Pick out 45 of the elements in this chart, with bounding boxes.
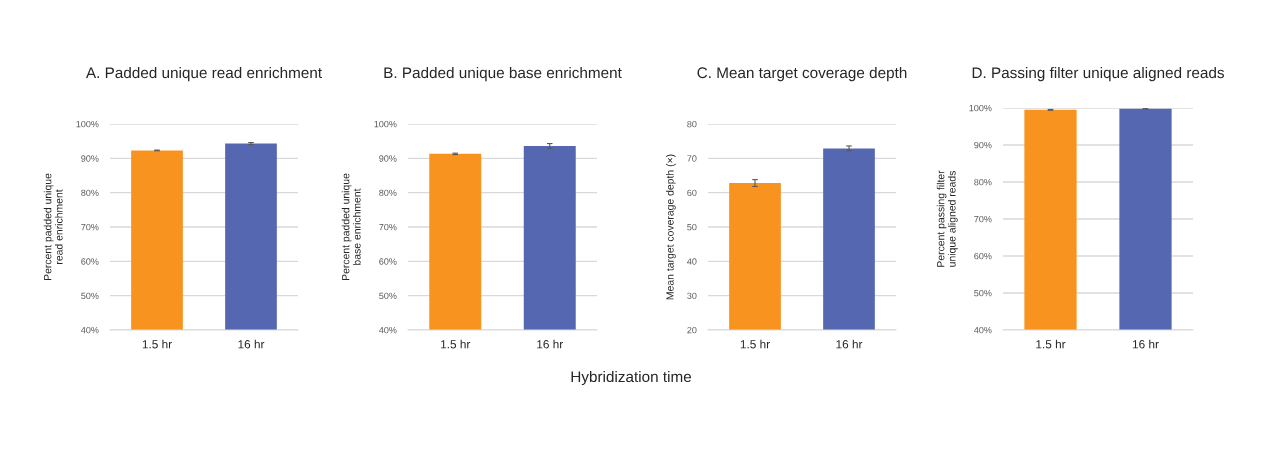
x-axis-title: Hybridization time (571, 370, 692, 386)
y-axis-title: Mean target coverage depth (×) (666, 154, 676, 300)
y-tick-label: 50% (81, 292, 99, 300)
y-tick-label: 40% (379, 326, 397, 334)
x-tick-label: 1.5 hr (1036, 339, 1066, 349)
chart-title: C. Mean target coverage depth (697, 66, 907, 82)
y-tick-label: 40% (974, 326, 992, 334)
x-tick-label: 16 hr (1132, 339, 1159, 349)
x-tick-label: 1.5 hr (441, 339, 471, 349)
y-axis-title: Percent passing filter unique aligned reads (936, 170, 958, 267)
y-axis-title: Percent padded unique base enrichment (341, 173, 361, 280)
y-tick-label: 40 (687, 258, 697, 265)
y-tick-label: 100% (76, 120, 99, 128)
y-tick-label: 100% (969, 104, 992, 112)
x-tick-label: 16 hr (537, 339, 564, 349)
x-tick-label: 16 hr (836, 339, 863, 349)
x-tick-label: 16 hr (238, 339, 265, 349)
y-tick-label: 80% (81, 189, 99, 197)
chart-title: D. Passing filter unique aligned reads (972, 66, 1224, 82)
y-tick-label: 50 (687, 223, 697, 231)
y-tick-label: 80% (379, 189, 397, 197)
y-tick-label: 100% (374, 120, 397, 128)
y-tick-label: 60% (974, 252, 992, 260)
y-tick-label: 90% (81, 155, 99, 162)
y-tick-label: 20 (687, 326, 697, 334)
y-tick-label: 40% (81, 326, 99, 334)
chart-title: A. Padded unique read enrichment (85, 66, 322, 82)
y-tick-label: 70% (81, 223, 99, 231)
x-tick-label: 1.5 hr (740, 339, 770, 349)
y-tick-label: 90% (974, 141, 992, 149)
y-tick-label: 70 (687, 155, 697, 162)
x-tick-label: 1.5 hr (142, 339, 172, 349)
y-tick-label: 60 (687, 189, 697, 197)
y-axis-title: Percent padded unique read enrichment (43, 173, 63, 280)
y-tick-label: 60% (81, 258, 99, 265)
y-tick-label: 70% (974, 215, 992, 223)
y-tick-label: 30 (687, 292, 697, 300)
chart-title: B. Padded unique base enrichment (384, 66, 622, 82)
y-tick-label: 90% (379, 155, 397, 162)
y-tick-label: 70% (379, 223, 397, 231)
y-tick-label: 80% (974, 178, 992, 186)
y-tick-label: 50% (379, 292, 397, 300)
y-tick-label: 50% (974, 289, 992, 297)
y-tick-label: 80 (687, 120, 697, 128)
y-tick-label: 60% (379, 258, 397, 265)
